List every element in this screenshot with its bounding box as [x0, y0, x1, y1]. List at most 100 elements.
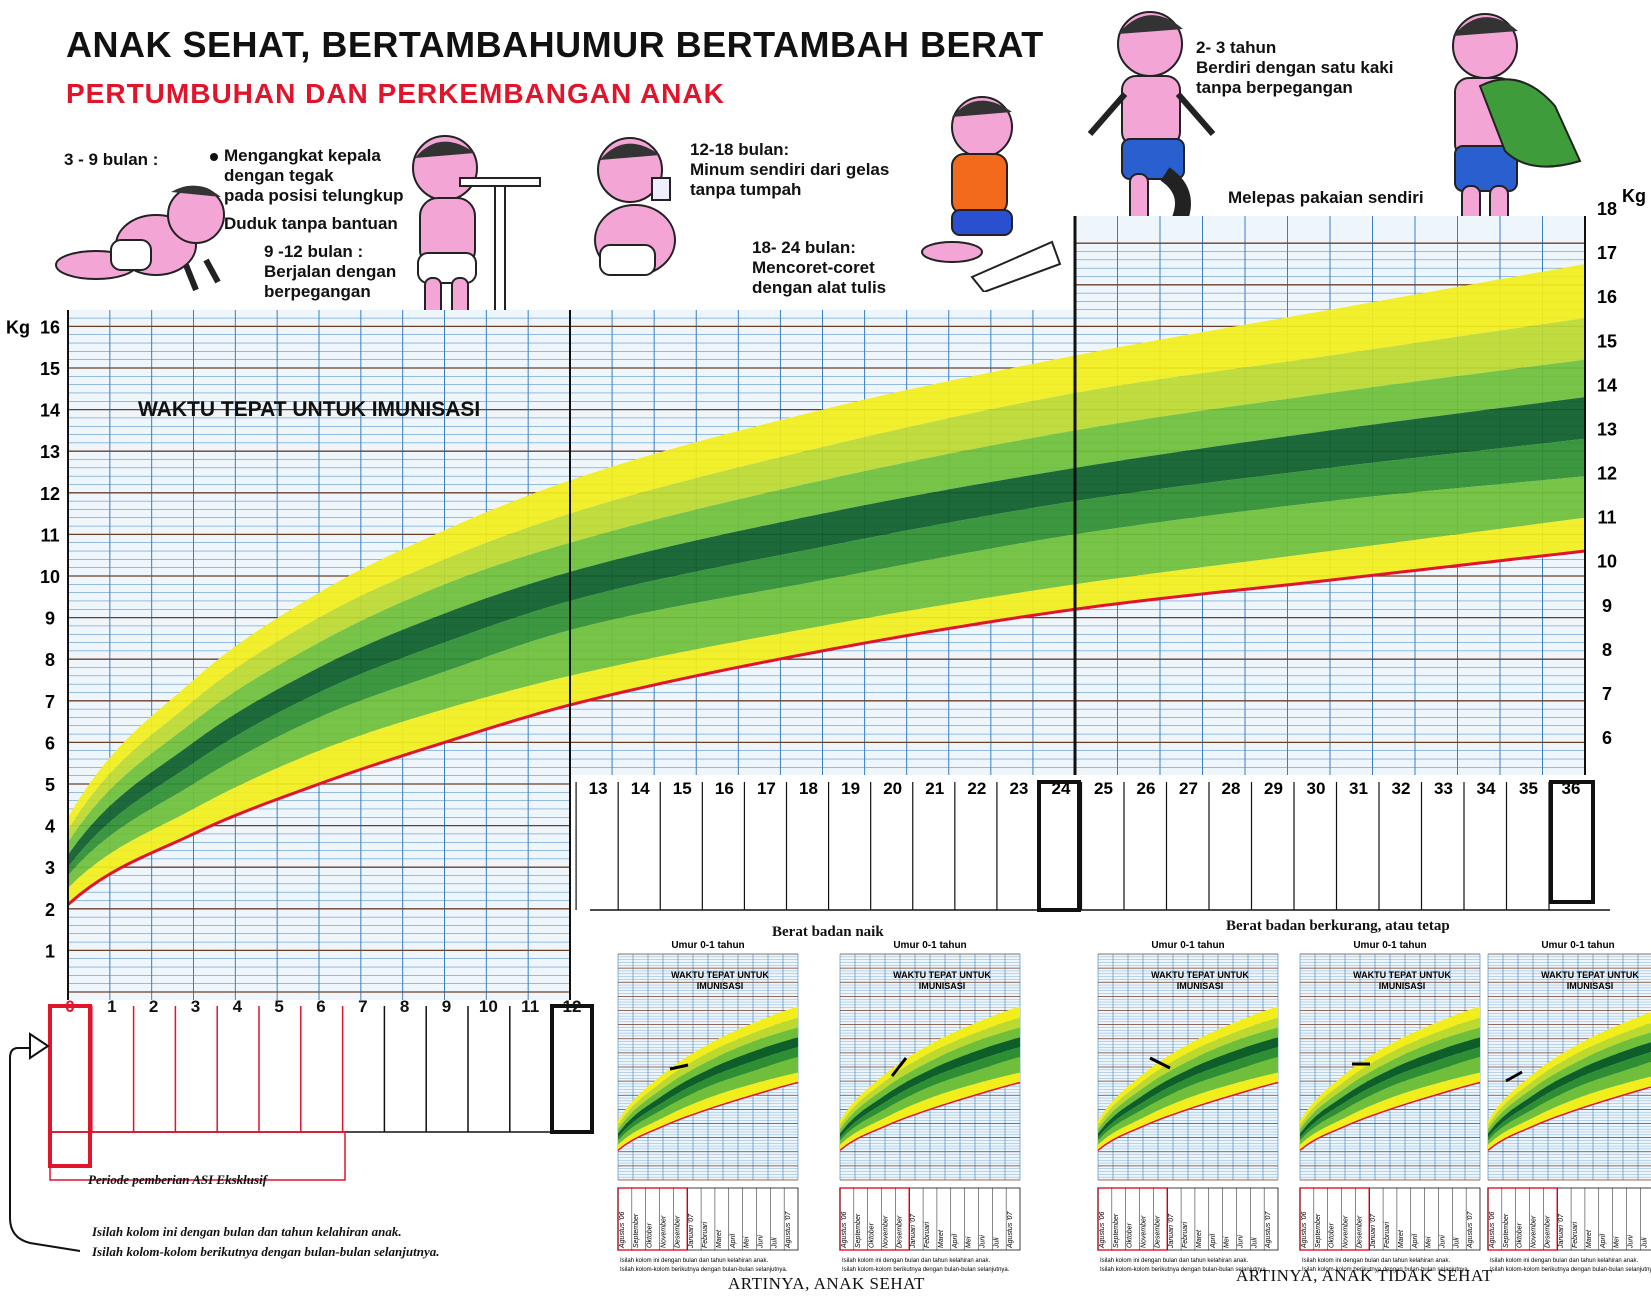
mini-red-line [1097, 1081, 1279, 1151]
mini-month-label: Februari [1384, 1221, 1391, 1248]
y-tick-right-label: 14 [1597, 375, 1617, 395]
mini-month-label: Mei [1426, 1236, 1433, 1248]
x-tick-label: 20 [883, 779, 902, 798]
growth-band-upper_yellow [68, 264, 1585, 830]
y-tick-right-label: 6 [1602, 728, 1612, 748]
page-title: ANAK SEHAT, BERTAMBAHUMUR BERTAMBAH BERA… [66, 24, 1044, 65]
mini-band [1488, 1032, 1651, 1134]
mini-note: Isilah kolom-kolom berikutnya dengan bul… [842, 1267, 1010, 1273]
y-tick-left-label: 14 [40, 401, 60, 421]
y-tick-left-label: 1 [45, 941, 55, 961]
mini-band [1098, 1072, 1278, 1151]
mini-month-strip [1299, 1187, 1481, 1251]
mini-month-label: Maret [1196, 1229, 1203, 1248]
x-tick-label: 29 [1264, 779, 1283, 798]
mini-note: Isilah kolom ini dengan bulan dan tahun … [1302, 1258, 1450, 1264]
bullet-icon [210, 152, 218, 161]
x-tick-label: 18 [799, 779, 818, 798]
x-tick-label: 11 [521, 997, 539, 1016]
mini-month-label: September [1113, 1213, 1120, 1248]
unhealthy-caption: Berat badan berkurang, atau tetap [1226, 918, 1450, 934]
mini-band [1098, 1047, 1278, 1141]
y-tick-left-label: 9 [45, 609, 55, 629]
mini-month-label: Oktober [647, 1222, 654, 1248]
mini-band [840, 1006, 1020, 1125]
example-panel: Umur 0-1 tahun WAKTU TEPAT UNTUKIMUNISASI… [839, 940, 1021, 1273]
mini-band [1488, 1052, 1651, 1141]
mini-month-label: Januari '07 [688, 1213, 695, 1249]
crawling-baby-illustration [55, 185, 225, 292]
mini-panel-title: Umur 0-1 tahun [893, 940, 966, 951]
y-tick-right-label: 18 [1597, 199, 1617, 219]
growth-band-median_dark [68, 397, 1585, 868]
x-tick-label: 33 [1434, 779, 1453, 798]
milestone-1-item-1-text: Mengangkat kepala dengan tegak pada posi… [224, 146, 404, 205]
mini-imun-label: WAKTU TEPAT UNTUK [671, 970, 769, 980]
milestone-1-range: 3 - 9 bulan : [64, 150, 159, 169]
x-tick-label: 27 [1179, 779, 1198, 798]
mini-month-label: Juni [757, 1235, 764, 1249]
healthy-caption: Berat badan naik [772, 924, 884, 940]
x-tick-label: 32 [1392, 779, 1411, 798]
mini-band [1098, 1006, 1278, 1125]
x-tick-label: 28 [1222, 779, 1241, 798]
mini-imun-label: WAKTU TEPAT UNTUK [1541, 970, 1639, 980]
mini-band [1488, 1061, 1651, 1145]
mini-imun-label: IMUNISASI [1567, 981, 1614, 991]
mini-month-label: November [1141, 1215, 1148, 1248]
y-tick-left-label: 11 [40, 525, 59, 545]
example-panel: Umur 0-1 tahun WAKTU TEPAT UNTUKIMUNISASI… [1097, 940, 1279, 1273]
mini-band [618, 1047, 798, 1141]
example-panel: Umur 0-1 tahun WAKTU TEPAT UNTUKIMUNISASI… [1299, 940, 1481, 1273]
x-tick-label: 14 [631, 779, 650, 798]
milestone-4: 18- 24 bulan: Mencoret-coret dengan alat… [752, 238, 887, 297]
mini-band [1488, 1022, 1651, 1130]
mini-band [1300, 1047, 1480, 1141]
instruction-line-2: Isilah kolom-kolom berikutnya dengan bul… [92, 1244, 440, 1259]
mini-month-label: Mei [744, 1236, 751, 1248]
mini-month-label: Januari '07 [910, 1213, 917, 1249]
x-tick-label: 23 [1009, 779, 1028, 798]
mini-band [1488, 1042, 1651, 1138]
mini-month-label: April [1600, 1234, 1607, 1249]
mini-red-line [1487, 1086, 1651, 1151]
mini-note: Isilah kolom ini dengan bulan dan tahun … [842, 1258, 990, 1264]
mini-band [840, 1072, 1020, 1151]
healthy-result: ARTINYA, ANAK SEHAT [728, 1274, 925, 1293]
mini-month-label: April [1412, 1234, 1419, 1249]
weight-trend-mark [1505, 1070, 1523, 1083]
x-tick-label: 4 [233, 997, 243, 1016]
y-tick-left-label: 5 [45, 775, 55, 795]
x-tick-label: 34 [1477, 779, 1496, 798]
x-tick-label: 9 [442, 997, 451, 1016]
x-tick-label: 3 [191, 997, 200, 1016]
mini-imun-label: WAKTU TEPAT UNTUK [1353, 970, 1451, 980]
mini-month-label: Oktober [1127, 1222, 1134, 1248]
mini-month-label: Juli [1251, 1237, 1258, 1249]
month-12-box [550, 1004, 594, 1134]
mini-note: Isilah kolom ini dengan bulan dan tahun … [1490, 1258, 1638, 1264]
mini-imun-label: IMUNISASI [1379, 981, 1426, 991]
mini-month-label: November [883, 1215, 890, 1248]
x-tick-label: 15 [673, 779, 692, 798]
mini-panel-title: Umur 0-1 tahun [671, 940, 744, 951]
milestone-1-item-1: Mengangkat kepala dengan tegak pada posi… [210, 146, 403, 206]
x-tick-label: 10 [479, 997, 498, 1016]
mini-imun-label: IMUNISASI [919, 981, 966, 991]
milestone-3: 12-18 bulan: Minum sendiri dari gelas ta… [690, 140, 890, 199]
mini-band [1300, 1006, 1480, 1125]
y-tick-right-label: 12 [1597, 464, 1617, 484]
growth-band-upper_mid_green [68, 359, 1585, 855]
growth-band-upper_green [68, 318, 1585, 843]
y-tick-right-label: 11 [1597, 508, 1616, 528]
mini-band [618, 1072, 798, 1151]
mini-note: Isilah kolom-kolom berikutnya dengan bul… [1490, 1267, 1651, 1273]
x-tick-label: 8 [400, 997, 409, 1016]
mini-imun-label: WAKTU TEPAT UNTUK [893, 970, 991, 980]
y-tick-left-label: 15 [40, 359, 60, 379]
mini-month-label: Maret [1586, 1229, 1593, 1248]
x-tick-label: 26 [1137, 779, 1156, 798]
mini-imun-label: WAKTU TEPAT UNTUK [1151, 970, 1249, 980]
x-tick-label: 19 [841, 779, 860, 798]
